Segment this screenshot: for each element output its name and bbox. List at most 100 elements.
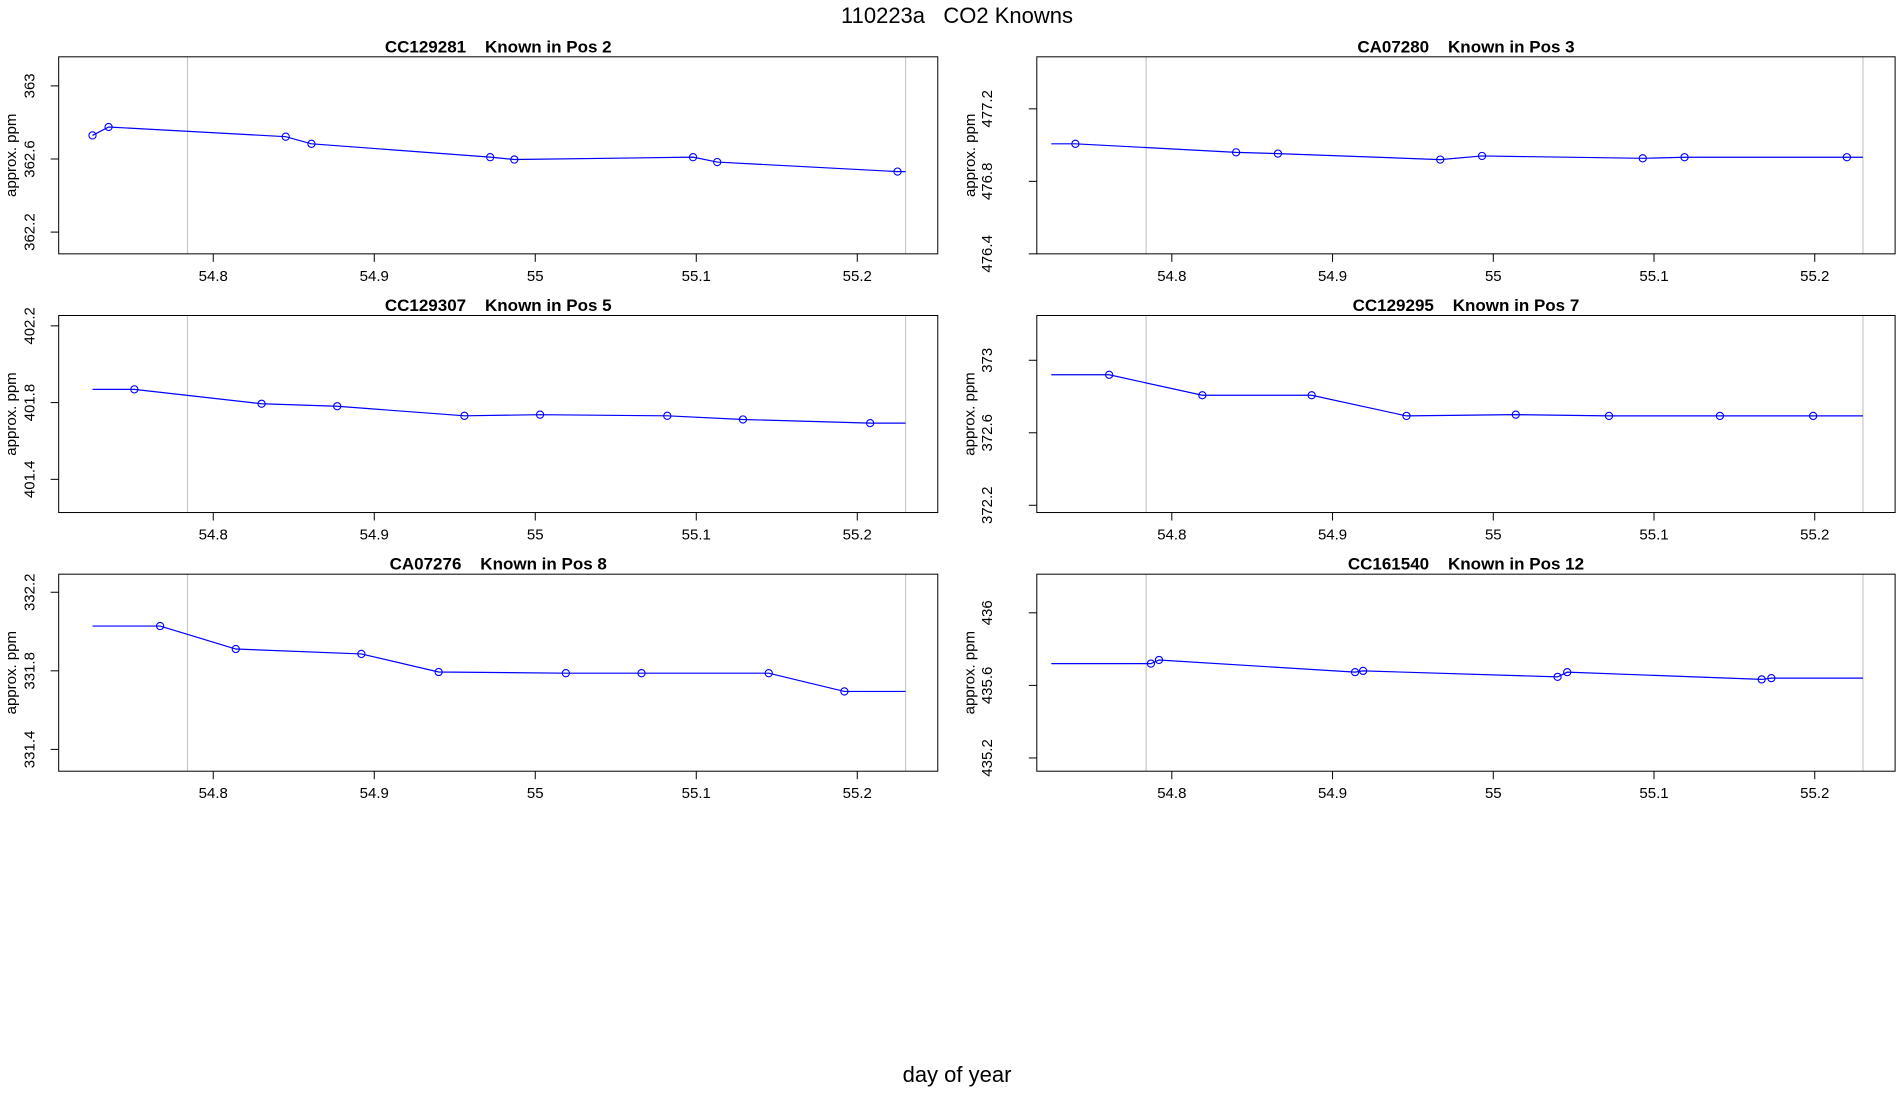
x-tick-label: 55.1 [682, 785, 711, 802]
x-tick-label: 54.8 [1157, 785, 1186, 802]
data-point [333, 402, 342, 411]
y-axis-label: approx. ppm [3, 114, 20, 197]
data-point [510, 155, 519, 164]
data-line [1051, 143, 1863, 161]
data-point [764, 669, 773, 678]
x-tick-label: 55.1 [682, 526, 711, 543]
data-point [1757, 675, 1766, 684]
data-point [1402, 411, 1411, 421]
x-tick-label: 55.2 [843, 785, 872, 802]
x-tick-label: 55.1 [1639, 526, 1668, 543]
y-axis-label: approx. ppm [962, 372, 979, 455]
data-point [1842, 153, 1852, 162]
data-point [688, 153, 698, 162]
x-tick-label: 55.1 [1639, 785, 1668, 802]
x-tick-label: 54.8 [199, 526, 228, 543]
x-tick-label: 55.2 [1800, 526, 1829, 543]
y-tick-label: 401.4 [22, 461, 39, 499]
data-point [1071, 139, 1080, 148]
panel-title: CA07280 Known in Pos 3 [1357, 37, 1574, 56]
x-tick-label: 54.8 [1157, 268, 1186, 285]
data-point [663, 411, 672, 420]
panel-title: CC129307 Known in Pos 5 [385, 296, 612, 315]
y-tick-label: 362.6 [22, 140, 39, 178]
y-tick-label: 372.6 [979, 414, 996, 452]
data-line [1051, 374, 1863, 417]
data-line [92, 388, 906, 424]
y-tick-label: 476.4 [979, 235, 996, 273]
x-tick-label: 55.1 [682, 268, 711, 285]
data-point [1511, 410, 1520, 419]
data-point [1231, 148, 1241, 157]
data-point [281, 132, 290, 141]
data-line [92, 625, 906, 693]
plot-frame [58, 573, 939, 772]
data-point [1146, 659, 1156, 668]
x-tick-label: 54.8 [199, 785, 228, 802]
data-point [155, 621, 165, 631]
x-tick-label: 54.9 [360, 268, 389, 285]
x-tick-label: 55 [527, 526, 544, 543]
x-tick-label: 55 [527, 268, 544, 285]
data-point [1436, 155, 1445, 164]
data-line [92, 126, 906, 173]
y-tick-label: 332.2 [22, 573, 39, 611]
data-point [1358, 666, 1368, 676]
y-axis-label: approx. ppm [3, 372, 20, 455]
panel-title: CC129295 Known in Pos 7 [1353, 296, 1580, 315]
x-tick-label: 55.2 [1800, 268, 1829, 285]
data-point [1767, 673, 1776, 683]
x-tick-label: 55 [1485, 268, 1502, 285]
y-axis-label: approx. ppm [3, 631, 20, 714]
x-tick-label: 54.9 [1318, 785, 1347, 802]
data-point [1715, 411, 1725, 421]
x-axis-label: day of year [903, 1062, 1012, 1087]
data-point [738, 415, 748, 424]
data-point [1808, 411, 1818, 421]
x-tick-label: 54.9 [360, 785, 389, 802]
panel-title: CA07276 Known in Pos 8 [390, 555, 607, 574]
data-point [866, 418, 875, 428]
data-point [637, 669, 646, 678]
x-tick-label: 55.1 [1639, 268, 1668, 285]
data-point [257, 399, 266, 408]
y-tick-label: 477.2 [979, 90, 996, 128]
y-axis-label: approx. ppm [962, 631, 979, 714]
y-tick-label: 331.8 [22, 652, 39, 690]
x-tick-label: 54.9 [1318, 526, 1347, 543]
panel-title: CC129281 Known in Pos 2 [385, 37, 612, 56]
data-line [1051, 659, 1863, 681]
x-tick-label: 55.2 [843, 526, 872, 543]
x-tick-label: 54.9 [360, 526, 389, 543]
data-point [88, 131, 97, 140]
y-axis-label: approx. ppm [962, 114, 979, 197]
data-point [893, 167, 902, 176]
x-tick-label: 55.2 [1800, 785, 1829, 802]
figure-title: 110223a CO2 Knowns [841, 3, 1073, 28]
x-tick-label: 55 [1485, 526, 1502, 543]
y-tick-label: 373 [979, 348, 996, 373]
data-point [840, 687, 849, 696]
plot-frame [1036, 314, 1896, 514]
y-tick-label: 363 [22, 73, 39, 98]
x-tick-label: 55.2 [843, 268, 872, 285]
data-point [1563, 667, 1572, 677]
data-point [561, 669, 571, 678]
data-point [1198, 391, 1207, 400]
data-point [104, 122, 113, 132]
data-point [130, 385, 139, 394]
x-tick-label: 55 [527, 785, 544, 802]
plot-frame [1036, 573, 1896, 772]
x-tick-label: 54.8 [1157, 526, 1186, 543]
data-point [713, 157, 722, 167]
y-tick-label: 372.2 [979, 487, 996, 525]
data-point [231, 644, 240, 654]
y-tick-label: 331.4 [22, 731, 39, 769]
data-point [1273, 149, 1283, 158]
data-point [307, 139, 316, 148]
x-tick-label: 55 [1485, 785, 1502, 802]
y-tick-label: 476.8 [979, 163, 996, 201]
data-point [535, 410, 545, 419]
x-tick-label: 54.8 [199, 268, 228, 285]
